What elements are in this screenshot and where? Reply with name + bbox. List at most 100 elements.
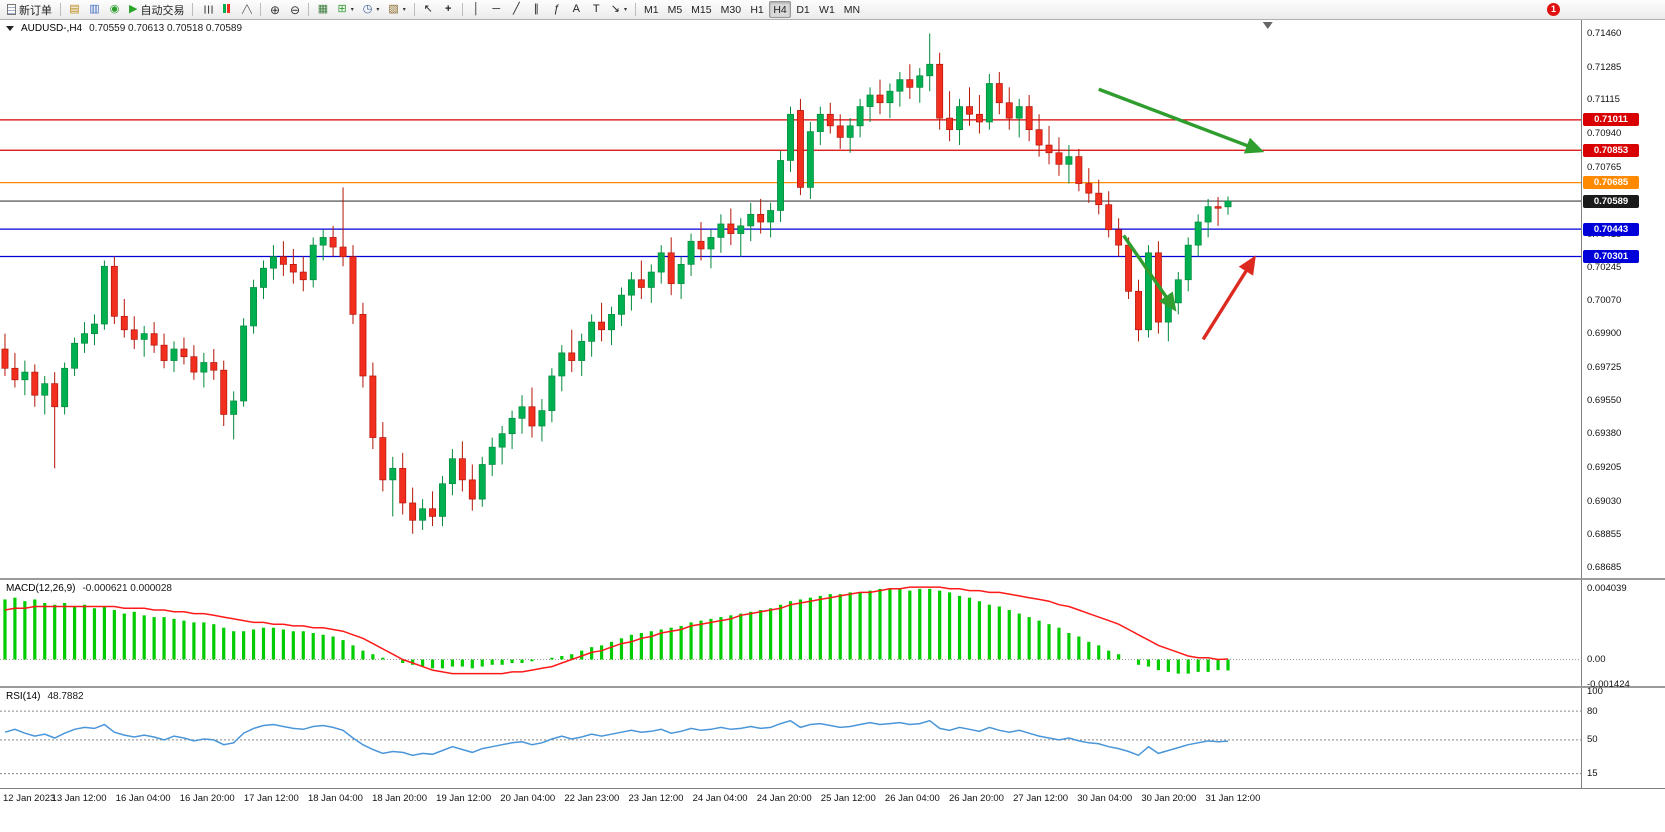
rsi-value: 48.7882 — [47, 691, 84, 702]
candle — [816, 113, 824, 132]
candle — [220, 369, 228, 415]
templates-button[interactable]: ▧ ▾ — [384, 1, 409, 18]
timeframe-d1[interactable]: D1 — [792, 1, 814, 18]
new-order-icon — [7, 4, 16, 15]
fibonacci-tool-button[interactable]: ƒ — [547, 1, 566, 18]
candle — [995, 83, 1003, 104]
candle — [1065, 156, 1073, 165]
macd-axis-label: 0.004039 — [1587, 582, 1627, 594]
candle — [260, 267, 267, 288]
candle — [468, 479, 476, 500]
candle — [608, 314, 615, 331]
candle — [677, 264, 685, 284]
channel-icon: ∥ — [533, 3, 540, 15]
candle — [906, 79, 914, 88]
candle — [140, 333, 148, 340]
bar-chart-button[interactable]: ☰ — [197, 1, 216, 18]
zoom-in-icon: ⊕ — [269, 2, 280, 17]
candle — [120, 315, 128, 331]
main-chart-canvas[interactable] — [0, 20, 1581, 578]
crosshair-button[interactable]: + — [439, 1, 458, 18]
candle — [160, 344, 168, 361]
horizontal-line-icon: ─ — [492, 3, 501, 15]
price-axis-label: 0.70940 — [1587, 128, 1622, 140]
candle — [41, 383, 49, 396]
vertical-line-tool-button[interactable]: │ — [467, 1, 486, 18]
line-chart-button[interactable]: ╱╲ — [237, 1, 256, 18]
candle — [399, 467, 407, 504]
toolbar-separator — [192, 3, 194, 16]
candle — [439, 483, 446, 517]
tile-windows-button[interactable]: ▦ — [313, 1, 332, 18]
timeframe-h1[interactable]: H1 — [746, 1, 768, 18]
candle — [647, 271, 655, 288]
history-center-icon: ◉ — [109, 3, 120, 15]
profiles-button[interactable]: ▥ — [85, 1, 104, 18]
indicators-button[interactable]: ⊞ ▾ — [333, 1, 357, 18]
price-axis-label: 0.69725 — [1587, 361, 1622, 373]
candle — [1045, 144, 1053, 154]
arrows-tool-button[interactable]: ↘ ▾ — [607, 1, 631, 18]
chart-ohlc-values: 0.70559 0.70613 0.70518 0.70589 — [89, 23, 243, 34]
price-axis[interactable]: 0.71460 0.71285 0.71115 0.70940 0.70765 0.705… — [1581, 20, 1665, 578]
price-axis-label: 0.70245 — [1587, 261, 1622, 273]
time-axis-label: 24 Jan 04:00 — [692, 793, 748, 804]
channel-tool-button[interactable]: ∥ — [527, 1, 546, 18]
text-icon: A — [572, 3, 580, 15]
candle — [528, 406, 536, 427]
candle — [61, 367, 69, 408]
candlestick-chart-button[interactable] — [217, 1, 236, 18]
candle — [1015, 106, 1023, 119]
timeframe-m15[interactable]: M15 — [687, 1, 715, 18]
candle — [956, 106, 963, 131]
panel-divider[interactable] — [0, 578, 1665, 580]
rsi-axis[interactable]: 100 80 50 15 — [1581, 686, 1665, 788]
timeframe-m30[interactable]: M30 — [717, 1, 745, 18]
macd-values: -0.000621 0.000028 — [82, 583, 172, 594]
macd-canvas[interactable] — [0, 580, 1581, 686]
new-order-button[interactable]: 新订单 — [3, 1, 56, 18]
time-axis-label: 31 Jan 12:00 — [1205, 793, 1261, 804]
candle — [1025, 106, 1033, 131]
candle — [1135, 290, 1142, 331]
timeframe-m5[interactable]: M5 — [664, 1, 687, 18]
panel-divider[interactable] — [0, 686, 1665, 688]
time-axis-label: 25 Jan 12:00 — [820, 793, 876, 804]
timeframe-w1[interactable]: W1 — [815, 1, 839, 18]
time-axis-label: 20 Jan 04:00 — [500, 793, 556, 804]
periods-button[interactable]: ◷ ▾ — [359, 1, 384, 18]
zoom-in-button[interactable]: ⊕ — [265, 1, 284, 18]
candle — [81, 333, 88, 344]
notification-badge[interactable]: 1 — [1547, 3, 1560, 16]
trendline-tool-button[interactable]: ╱ — [507, 1, 526, 18]
macd-label: MACD(12,26,9) — [6, 583, 76, 594]
horizontal-line-tool-button[interactable]: ─ — [487, 1, 506, 18]
cursor-button[interactable]: ↖ — [419, 1, 438, 18]
time-axis[interactable]: 12 Jan 2023 13 Jan 12:00 16 Jan 04:00 16 Ja… — [0, 788, 1665, 832]
candle — [826, 113, 834, 127]
candlestick-chart-icon — [223, 3, 231, 16]
toolbar-separator — [413, 3, 415, 16]
candle — [578, 340, 586, 361]
candle — [1184, 244, 1192, 281]
clock-icon: ◷ — [362, 3, 373, 15]
timeframe-h4[interactable]: H4 — [769, 1, 792, 18]
candle — [876, 94, 884, 104]
timeframe-mn[interactable]: MN — [840, 1, 864, 18]
arrow-tool-icon: ↘ — [610, 3, 620, 15]
label-tool-button[interactable]: T — [587, 1, 606, 18]
history-center-button[interactable]: ◉ — [105, 1, 124, 18]
new-chart-button[interactable]: ▤ — [65, 1, 84, 18]
macd-title-bar: MACD(12,26,9) -0.000621 0.000028 — [6, 583, 172, 594]
text-tool-button[interactable]: A — [567, 1, 586, 18]
rsi-canvas[interactable] — [0, 688, 1581, 788]
candle — [1125, 244, 1133, 292]
auto-trading-button[interactable]: ▶ 自动交易 — [125, 1, 188, 18]
timeframe-m1[interactable]: M1 — [640, 1, 663, 18]
symbol-dropdown-caret[interactable] — [6, 26, 14, 31]
time-axis-label: 30 Jan 04:00 — [1077, 793, 1133, 804]
macd-axis[interactable]: 0.004039 0.00 -0.001424 — [1581, 580, 1665, 690]
zoom-out-button[interactable]: ⊖ — [285, 1, 304, 18]
candle — [230, 400, 238, 415]
price-axis-label: 0.71285 — [1587, 61, 1622, 73]
